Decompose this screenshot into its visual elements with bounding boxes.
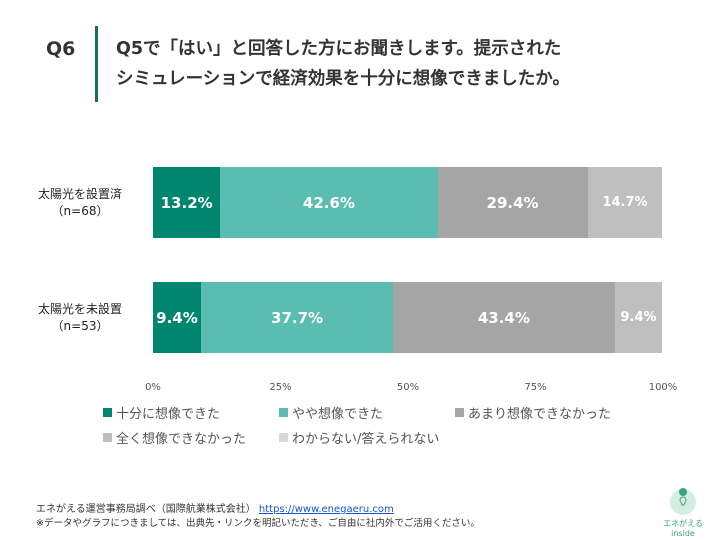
x-tick-label: 75% [524,382,547,393]
page-title: Q5で「はい」と回答した方にお聞きします。提示された シミュレーションで経済効果… [116,34,570,94]
legend-item: わからない/答えられない [279,428,439,447]
title-line-2: シミュレーションで経済効果を十分に想像できましたか。 [116,69,570,89]
x-tick-label: 100% [648,382,678,393]
legend-item: 全く想像できなかった [103,428,246,447]
legend-label: わからない/答えられない [292,432,440,447]
question-number: Q6 [46,38,76,60]
logo-text: エネがえる [663,519,703,528]
bar-segment: 29.4% [437,167,588,238]
category-label: 太陽光を未設置 （n=53） [20,301,140,335]
bar-segment: 9.4% [153,282,201,353]
source-link[interactable]: https://www.enegaeru.com [258,504,394,515]
usage-note: ※データやグラフにつきましては、出典先・リンクを明記いただき、ご自由に社内外でご… [36,518,480,529]
category-n: （n=68） [51,204,109,218]
bar-segment: 37.7% [200,282,394,353]
category-name: 太陽光を設置済 [37,187,122,201]
legend-swatch [279,408,288,417]
legend-swatch [103,408,112,417]
legend-label: あまり想像できなかった [468,407,612,422]
legend-label: 十分に想像できた [116,407,221,422]
x-tick-label: 25% [269,382,292,393]
legend-item: 十分に想像できた [103,403,220,422]
bar-segment: 43.4% [393,282,615,353]
legend-swatch [455,408,464,417]
x-tick-label: 0% [145,382,161,393]
legend-item: やや想像できた [279,403,383,422]
bar-segment: 42.6% [220,167,438,238]
title-line-1: Q5で「はい」と回答した方にお聞きします。提示された [116,39,562,59]
category-name: 太陽光を未設置 [37,302,122,316]
category-n: （n=53） [51,319,109,333]
logo: エネがえる inside [662,486,704,538]
divider [95,26,98,102]
bar-segment: 13.2% [153,167,221,238]
bar-segment: 9.4% [614,282,663,353]
source-text: エネがえる運営事務局調べ（国際航業株式会社） [36,504,256,515]
source-line: エネがえる運営事務局調べ（国際航業株式会社） https://www.enega… [36,500,394,515]
legend-label: やや想像できた [292,407,384,422]
legend-swatch [279,433,288,442]
logo-icon [670,488,696,515]
category-label: 太陽光を設置済 （n=68） [20,186,140,220]
legend-label: 全く想像できなかった [116,432,247,447]
bar-segment: 14.7% [587,167,663,238]
legend-swatch [103,433,112,442]
legend-item: あまり想像できなかった [455,403,611,422]
x-tick-label: 50% [396,382,420,393]
logo-sub: inside [671,529,695,538]
